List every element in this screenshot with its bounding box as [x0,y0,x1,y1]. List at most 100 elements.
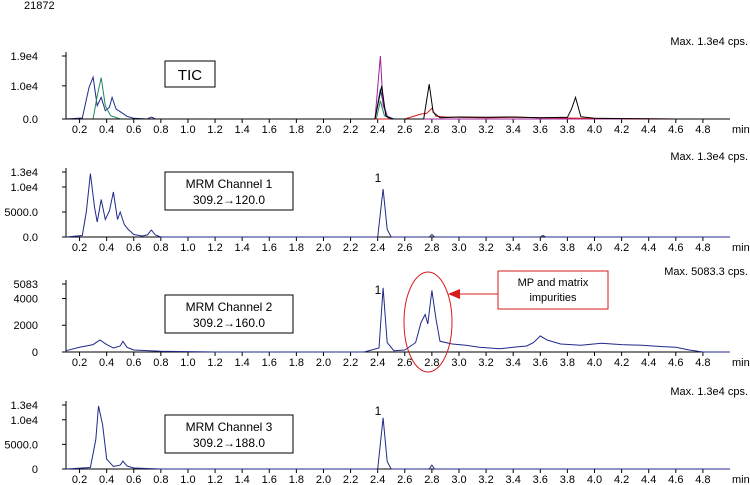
x-tick-label: 4.0 [587,474,602,485]
x-tick-label: 4.6 [668,242,683,254]
x-tick-label: 2.2 [343,124,358,136]
x-tick-label: 4.2 [614,474,629,485]
x-tick-label: 3.4 [506,124,521,136]
y-tick-label: 1.0e4 [10,415,38,427]
max-cps-label: Max. 5083.3 cps. [664,266,748,278]
x-tick-label: 1.0 [180,124,195,136]
x-unit-label: min [732,474,750,485]
x-tick-label: 2.2 [343,242,358,254]
x-tick-label: 1.0 [180,357,195,369]
x-tick-label: 4.8 [695,124,710,136]
x-unit-label: min [732,124,750,136]
x-tick-label: 1.4 [235,124,250,136]
panel-mrm-channel-3: 0.2 0.4 0.6 0.8 1.0 1.2 1.4 1.6 1.8 2.0 2.2 2.4 2.6 2… [4,386,749,485]
x-tick-label: 1.4 [235,357,250,369]
channel-title: MRM Channel 1 [186,177,273,191]
series-trace [65,75,730,120]
y-tick-label: 1.3e4 [10,167,38,179]
x-tick-label: 4.4 [641,474,656,485]
y-tick-label: 1.3e4 [10,400,38,412]
y-tick-label: 4000 [14,293,38,305]
x-tick-label: 4.8 [695,357,710,369]
y-tick-label: 5000.0 [4,439,38,451]
max-cps-label: Max. 1.3e4 cps. [670,151,748,163]
panel-tic: 0.2 0.4 0.6 0.8 1.0 1.2 1.4 1.6 1.8 2.0 2.2 2.4 2.6 2… [10,36,749,136]
x-tick-label: 2.8 [424,357,439,369]
x-tick-label: 0.8 [153,474,168,485]
x-tick-label: 1.0 [180,242,195,254]
x-tick-label: 3.8 [560,242,575,254]
peak-label: 1 [375,404,382,418]
x-tick-label: 3.0 [451,242,466,254]
x-tick-label: 1.8 [289,357,304,369]
max-cps-label: Max. 1.3e4 cps. [670,36,748,48]
y-tick-label: 5000.0 [4,207,38,219]
y-tick-label: 2000 [14,320,38,332]
x-tick-label: 2.6 [397,474,412,485]
x-tick-label: 2.4 [370,474,385,485]
x-tick-label: 3.6 [533,242,548,254]
x-tick-label: 0.4 [99,124,114,136]
x-tick-label: 1.6 [262,242,277,254]
y-tick-label: 1.0e4 [10,81,38,93]
x-tick-label: 2.8 [424,474,439,485]
max-cps-label: Max. 1.3e4 cps. [670,386,748,398]
x-tick-label: 2.0 [316,474,331,485]
x-tick-label: 1.4 [235,242,250,254]
x-tick-label: 0.6 [126,124,141,136]
panel-mrm-channel-1: 0.2 0.4 0.6 0.8 1.0 1.2 1.4 1.6 1.8 2.0 2.2 2.4 2.6 2… [4,151,749,254]
x-tick-label: 4.4 [641,242,656,254]
x-tick-label: 2.4 [370,242,385,254]
y-tick-label: 0.0 [23,114,38,126]
y-tick-label: 1.9e4 [10,51,38,63]
channel-label-box [164,171,294,211]
series-trace [66,107,730,120]
x-tick-label: 2.6 [397,124,412,136]
x-tick-label: 3.8 [560,357,575,369]
x-tick-label: 3.2 [478,242,493,254]
sample-id: 21872 [24,0,55,12]
x-tick-label: 1.8 [289,474,304,485]
y-tick-label: 0 [32,347,38,359]
x-tick-label: 0.2 [72,242,87,254]
x-tick-label: 1.6 [262,474,277,485]
x-tick-label: 3.6 [533,124,548,136]
x-tick-label: 4.8 [695,474,710,485]
x-tick-label: 0.8 [153,357,168,369]
channel-label-box [164,60,216,88]
x-tick-label: 2.6 [397,242,412,254]
x-tick-label: 3.6 [533,357,548,369]
annotation-text-line-1: MP and matrix [518,277,589,289]
channel-transition: 309.2→120.0 [193,193,265,207]
x-tick-label: 0.6 [126,474,141,485]
x-tick-label: 0.6 [126,357,141,369]
x-tick-label: 2.0 [316,242,331,254]
x-tick-label: 0.2 [72,357,87,369]
x-tick-label: 4.8 [695,242,710,254]
annotation-box [497,270,609,310]
channel-title: MRM Channel 2 [186,300,273,314]
channel-label-box [164,294,294,334]
x-tick-label: 1.0 [180,474,195,485]
x-tick-label: 3.4 [506,474,521,485]
x-tick-label: 4.2 [614,357,629,369]
x-tick-label: 4.4 [641,357,656,369]
x-tick-label: 1.2 [207,357,222,369]
x-tick-label: 0.8 [153,124,168,136]
channel-label-box [164,414,294,454]
x-tick-label: 3.2 [478,357,493,369]
peak-label: 1 [375,283,382,297]
x-tick-label: 0.2 [72,124,87,136]
annotation-ellipse [403,271,453,373]
x-tick-label: 3.8 [560,124,575,136]
x-tick-label: 1.6 [262,124,277,136]
series-trace [66,84,730,120]
channel-title: MRM Channel 3 [186,420,273,434]
series-trace [66,77,730,120]
x-unit-label: min [732,357,750,369]
x-tick-label: 4.2 [614,242,629,254]
x-tick-label: 1.4 [235,474,250,485]
series-trace [65,173,730,238]
x-tick-label: 2.0 [316,357,331,369]
